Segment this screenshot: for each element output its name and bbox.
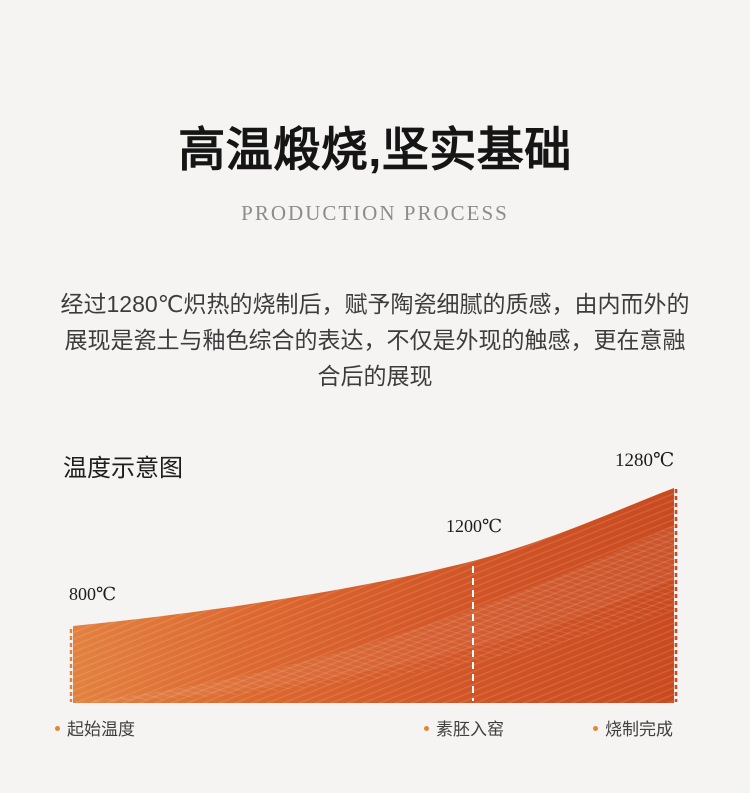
- section-title: 高温煅烧,坚实基础: [178, 123, 572, 176]
- mid-temperature-label: 1200℃: [446, 516, 503, 536]
- start-temperature-label: 800℃: [69, 584, 117, 604]
- peak-temperature-label: 1280℃: [615, 450, 675, 471]
- section-subtitle: PRODUCTION PROCESS: [241, 201, 509, 225]
- area-texture-crosshatch-band: [73, 525, 674, 703]
- legend-label: 起始温度: [67, 719, 135, 739]
- legend-label: 烧制完成: [605, 719, 673, 739]
- legend-item-kiln-entry: 素胚入窑: [424, 716, 504, 739]
- legend-item-start: 起始温度: [55, 716, 135, 739]
- legend-item-finish: 烧制完成: [593, 716, 673, 739]
- chart-title: 温度示意图: [63, 456, 183, 482]
- description-text: 经过1280℃炽热的烧制后，赋予陶瓷细腻的质感，由内而外的展现是瓷土与釉色综合的…: [60, 291, 690, 389]
- legend-bullet-icon: [424, 725, 429, 731]
- temperature-area-chart: [69, 488, 678, 703]
- legend-bullet-icon: [55, 725, 60, 731]
- legend-label: 素胚入窑: [436, 719, 504, 739]
- legend-bullet-icon: [593, 725, 598, 731]
- area-highlight-band: [73, 525, 674, 703]
